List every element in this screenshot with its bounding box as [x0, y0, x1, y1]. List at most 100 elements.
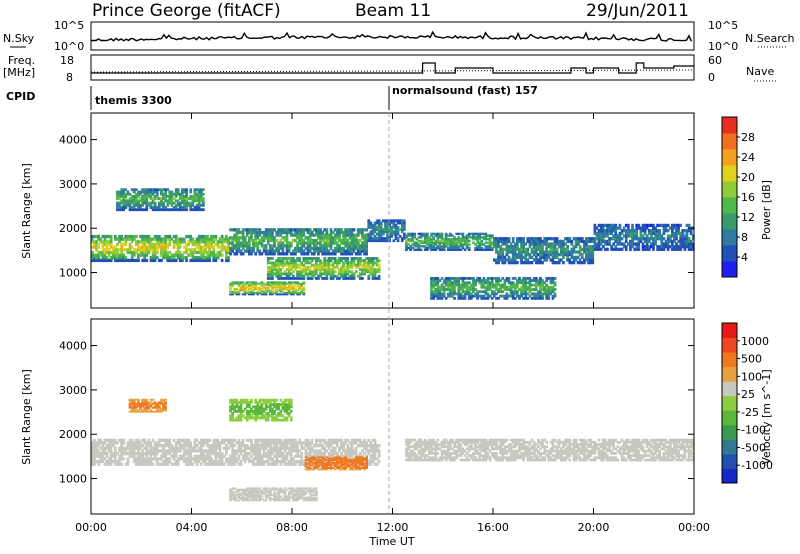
velocity-echo-cell — [250, 449, 253, 453]
power-echo-cell — [409, 238, 412, 241]
power-echo-cell — [643, 231, 647, 236]
power-echo-cell — [438, 248, 442, 251]
velocity-echo-cell — [254, 438, 257, 442]
power-echo-cell — [137, 203, 140, 207]
power-echo-cell — [348, 246, 352, 251]
power-echo-cell — [273, 252, 276, 256]
power-echo-cell — [231, 281, 234, 284]
power-echo-cell — [176, 248, 180, 252]
power-echo-cell — [616, 226, 620, 230]
velocity-echo-cell — [289, 438, 293, 442]
power-echo-cell — [484, 238, 488, 241]
velocity-echo-cell — [206, 438, 209, 442]
power-echo-cell — [610, 223, 613, 228]
power-echo-cell — [524, 294, 528, 298]
noise-left-tick-top: 10^5 — [54, 19, 84, 32]
power-echo-cell — [645, 247, 649, 251]
power-echo-cell — [534, 247, 538, 251]
power-echo-cell — [511, 283, 515, 287]
power-echo-cell — [118, 256, 121, 260]
power-echo-cell — [451, 246, 454, 250]
power-echo-cell — [193, 192, 197, 196]
power-echo-cell — [346, 238, 350, 243]
power-echo-cell — [386, 221, 389, 225]
power-echo-cell — [560, 253, 563, 257]
power-echo-cell — [377, 226, 381, 229]
power-echo-cell — [675, 242, 678, 246]
power-echo-cell — [191, 201, 195, 205]
velocity-echo-cell — [321, 456, 324, 459]
velocity-echo-cell — [162, 452, 165, 456]
power-echo-cell — [438, 290, 442, 294]
power-echo-cell — [312, 265, 316, 269]
velocity-echo-cell — [216, 452, 220, 456]
power-echo-cell — [472, 294, 475, 298]
velocity-echo-cell — [279, 462, 283, 466]
power-echo-cell — [369, 261, 373, 265]
power-echo-cell — [271, 246, 274, 251]
power-echo-cell — [199, 197, 203, 201]
velocity-echo-cell — [375, 446, 379, 450]
velocity-echo-cell — [369, 446, 373, 450]
velocity-echo-cell — [356, 461, 360, 464]
power-echo-cell — [283, 288, 287, 291]
velocity-echo-cell — [151, 452, 155, 456]
velocity-echo-cell — [218, 454, 222, 458]
power-echo-cell — [365, 228, 368, 232]
power-echo-cell — [279, 263, 283, 267]
power-echo-cell — [426, 232, 429, 236]
power-echo-cell — [160, 199, 163, 203]
power-echo-cell — [344, 230, 347, 235]
power-echo-cell — [440, 283, 444, 287]
power-echo-cell — [248, 238, 251, 243]
power-echo-cell — [513, 285, 517, 289]
power-echo-cell — [323, 272, 327, 276]
power-echo-cell — [101, 242, 105, 247]
power-echo-cell — [547, 296, 551, 300]
velocity-echo-cell — [315, 444, 318, 448]
velocity-echo-cell — [312, 468, 316, 471]
velocity-echo-cell — [208, 444, 211, 448]
velocity-echo-cell — [289, 457, 293, 461]
velocity-echo-cell — [135, 459, 138, 464]
power-echo-cell — [218, 237, 222, 241]
power-echo-cell — [509, 250, 513, 254]
power-echo-cell — [258, 230, 262, 235]
power-echo-cell — [627, 242, 630, 246]
power-echo-cell — [371, 270, 375, 274]
power-y-tick-label: 3000 — [59, 178, 87, 191]
power-echo-cell — [673, 245, 676, 249]
power-echo-cell — [432, 285, 435, 289]
power-echo-cell — [348, 233, 352, 237]
power-echo-cell — [457, 285, 461, 289]
power-echo-cell — [271, 274, 274, 278]
power-echo-cell — [331, 268, 335, 271]
power-echo-cell — [545, 245, 548, 249]
power-echo-cell — [281, 282, 285, 285]
power-echo-cell — [645, 223, 649, 228]
power-echo-cell — [545, 296, 548, 300]
power-echo-cell — [199, 248, 203, 252]
power-echo-cell — [643, 237, 647, 241]
power-echo-cell — [505, 294, 509, 298]
power-echo-cell — [254, 285, 257, 288]
power-echo-cell — [578, 261, 582, 265]
power-echo-cell — [235, 249, 239, 253]
power-echo-cell — [153, 203, 157, 207]
power-echo-cell — [495, 277, 498, 280]
power-echo-cell — [273, 261, 276, 265]
velocity-echo-cell — [354, 446, 358, 450]
velocity-echo-cell — [243, 494, 247, 497]
power-echo-cell — [503, 285, 507, 289]
velocity-echo-cell — [369, 449, 373, 453]
velocity-echo-cell — [237, 449, 241, 453]
power-echo-cell — [193, 242, 197, 247]
power-echo-cell — [139, 248, 142, 252]
power-echo-cell — [434, 248, 438, 251]
power-echo-cell — [218, 253, 222, 257]
power-echo-cell — [532, 292, 536, 296]
power-echo-cell — [174, 192, 178, 196]
power-echo-cell — [135, 234, 138, 239]
power-echo-cell — [227, 237, 230, 241]
velocity-echo-cell — [187, 452, 190, 456]
